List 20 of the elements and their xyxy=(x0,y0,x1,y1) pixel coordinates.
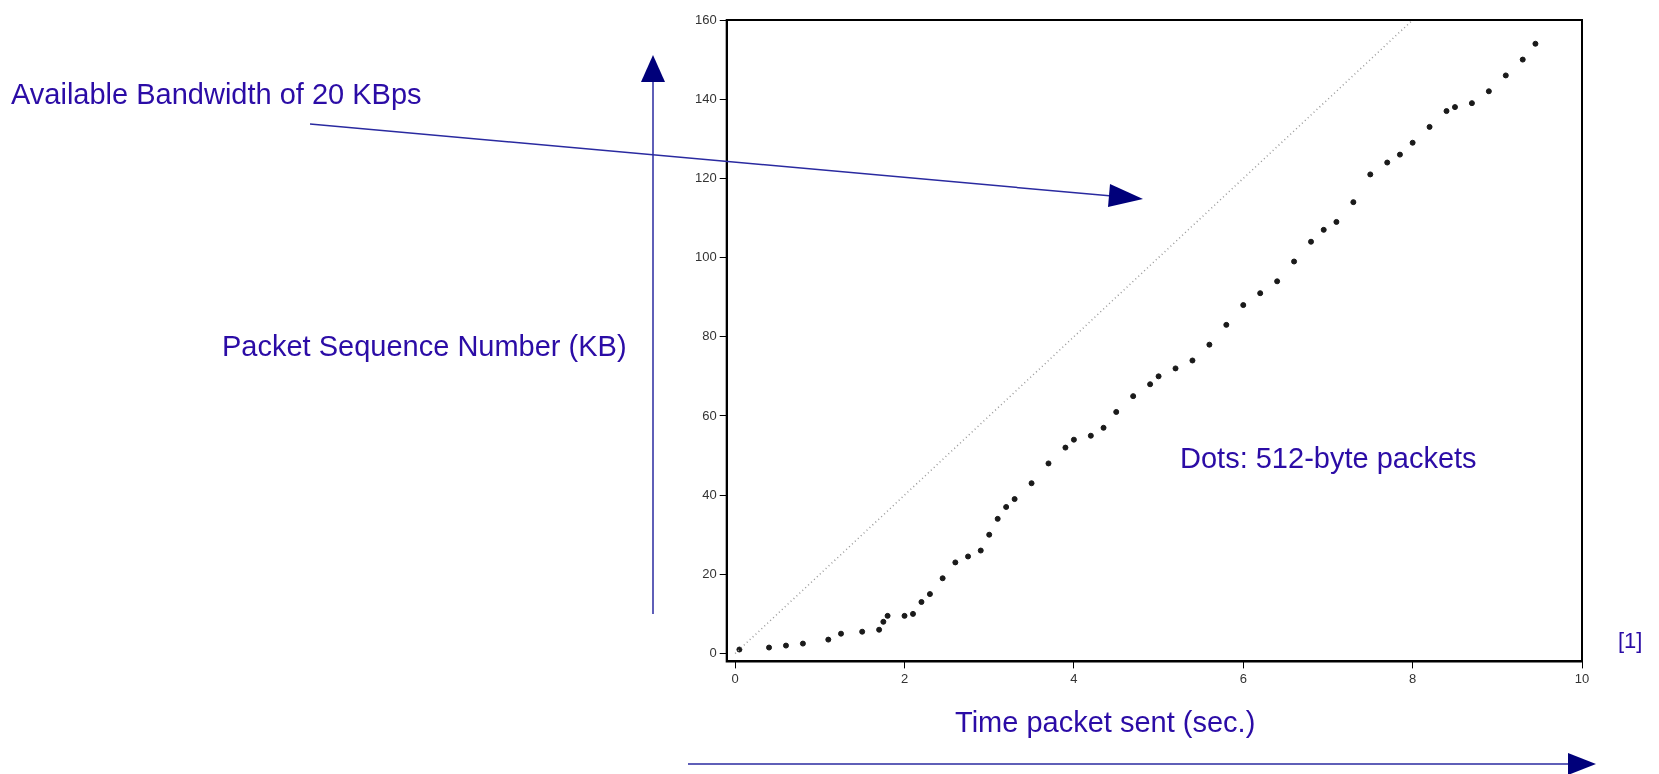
y-tick-label: 0 xyxy=(709,645,717,661)
x-tick-label: 10 xyxy=(1574,670,1590,686)
y-tick-label: 140 xyxy=(694,90,717,106)
x-tick-label: 6 xyxy=(1239,670,1247,686)
y-tick-label: 60 xyxy=(702,407,717,423)
y-tick-label: 160 xyxy=(694,11,717,27)
x-tick-label: 0 xyxy=(731,670,739,686)
x-tick-label: 4 xyxy=(1070,670,1078,686)
x-axis-title: Time packet sent (sec.) xyxy=(955,706,1256,739)
annotation: Dots: 512-byte packets xyxy=(1180,442,1477,475)
y-tick-label: 20 xyxy=(702,565,717,581)
text: Available Bandwidth of 20 KBps xyxy=(11,78,422,111)
y-tick-label: 40 xyxy=(702,486,717,502)
y-tick-label: 120 xyxy=(694,169,717,185)
x-tick-label: 2 xyxy=(900,670,909,686)
y-axis-title: Packet Sequence Number (KB) xyxy=(222,330,627,363)
y-tick-label: 80 xyxy=(702,328,717,344)
text: [1] xyxy=(1618,628,1643,654)
x-tick-label: 8 xyxy=(1409,670,1417,686)
y-tick-label: 100 xyxy=(694,249,717,265)
